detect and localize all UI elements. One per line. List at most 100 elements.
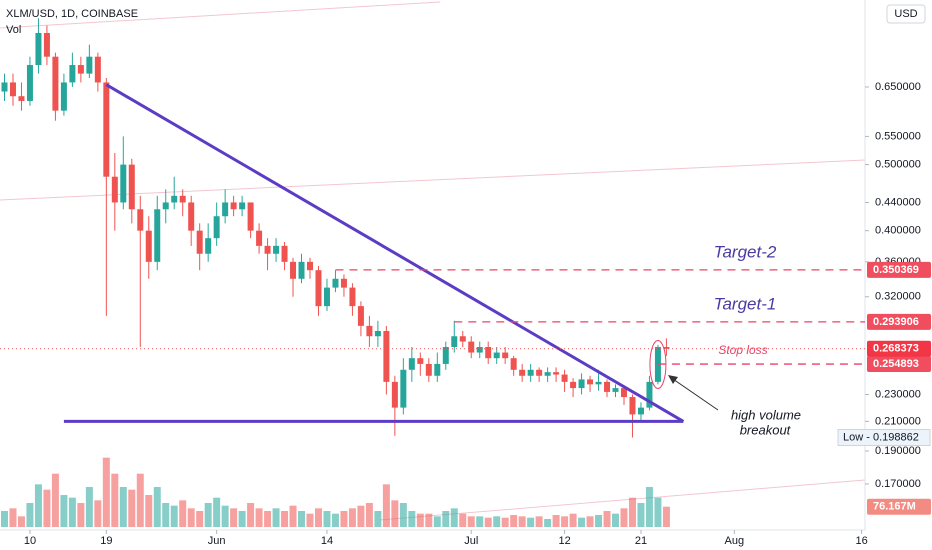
volume-bar <box>459 513 467 527</box>
candle-body <box>340 278 347 288</box>
volume-bar <box>68 497 76 527</box>
volume-bar <box>272 508 280 527</box>
volume-bar <box>136 473 144 527</box>
volume-bar <box>331 513 339 527</box>
annotation-text: breakout <box>740 422 792 437</box>
candle-body <box>179 195 186 203</box>
volume-bar <box>323 511 331 527</box>
candle-body <box>612 388 619 392</box>
volume-bar <box>26 503 34 527</box>
candle-body <box>578 379 585 389</box>
candle-body <box>77 65 84 74</box>
candle-body <box>26 65 33 101</box>
x-tick-label: 14 <box>321 535 333 547</box>
volume-bar <box>298 511 306 527</box>
volume-bar <box>416 513 424 527</box>
candle-body <box>391 381 398 408</box>
candle-body <box>111 176 118 203</box>
trendline <box>105 83 685 423</box>
candle-body <box>519 369 526 376</box>
candle-body <box>1 82 8 92</box>
candle-body <box>587 379 594 385</box>
candle-body <box>561 374 568 382</box>
volume-title: Vol <box>6 24 21 36</box>
volume-bar <box>501 517 509 527</box>
y-tick-label: 0.230000 <box>875 388 921 400</box>
candle-body <box>273 245 280 254</box>
volume-bar <box>17 516 25 527</box>
candle-body <box>604 381 611 392</box>
candle-body <box>629 397 636 415</box>
y-tick-label: 0.400000 <box>875 225 921 237</box>
candle-body <box>137 209 144 231</box>
volume-bar <box>179 500 187 527</box>
candle-body <box>43 33 50 57</box>
low-label-box <box>837 429 931 447</box>
volume-bar <box>484 517 492 527</box>
volume-bar <box>85 487 93 527</box>
candle-body <box>527 369 534 376</box>
price-label-box <box>867 261 931 278</box>
candle-body <box>145 230 152 262</box>
volume-bar <box>612 513 620 527</box>
volume-bar <box>187 508 195 527</box>
volume-bar <box>408 511 416 527</box>
candle-body <box>120 164 127 203</box>
volume-bar <box>213 497 221 527</box>
volume-bar <box>306 513 314 527</box>
candle-body <box>239 202 246 210</box>
volume-bar <box>391 500 399 527</box>
volume-bar <box>637 503 645 527</box>
x-tick-label: Jul <box>464 535 478 547</box>
volume-bar <box>628 497 636 527</box>
y-tick-label: 0.650000 <box>875 81 921 93</box>
volume-bar <box>60 495 68 527</box>
price-label-box <box>867 356 931 373</box>
volume-bar <box>382 484 390 527</box>
x-tick-label: 12 <box>558 535 570 547</box>
candle-body <box>536 369 543 376</box>
volume-label-box <box>867 498 931 515</box>
candle-body <box>544 372 551 376</box>
candle-body <box>196 230 203 254</box>
faint-trendline <box>0 159 866 201</box>
volume-bar <box>204 503 212 527</box>
volume-bar <box>399 503 407 527</box>
candle-body <box>468 341 475 353</box>
candle-body <box>307 261 314 271</box>
y-tick-label: 0.550000 <box>875 130 921 142</box>
annotation-text: high volume <box>731 407 801 422</box>
candle-body <box>298 261 305 279</box>
volume-bar <box>0 511 8 527</box>
volume-bar <box>603 511 611 527</box>
price-label: 0.293906 <box>873 316 919 328</box>
volume-bar <box>255 508 263 527</box>
candle-body <box>646 381 653 408</box>
volume-bar <box>357 505 365 527</box>
price-label: 0.350369 <box>873 264 919 276</box>
currency[interactable]: USD <box>894 8 917 20</box>
volume-bar <box>153 487 161 527</box>
candle-body <box>154 209 161 262</box>
currency-box[interactable] <box>886 4 926 24</box>
candle-body <box>171 195 178 203</box>
candle-body <box>86 56 93 74</box>
volume-bar <box>264 511 272 527</box>
candle-body <box>595 381 602 385</box>
volume-bar <box>145 495 153 527</box>
volume-bar <box>119 487 127 527</box>
volume-bar <box>433 516 441 527</box>
candle-body <box>247 202 254 231</box>
volume-bar <box>43 489 51 527</box>
price-label-box <box>867 313 931 330</box>
candle-body <box>459 336 466 342</box>
candle-body <box>434 363 441 376</box>
y-tick-label: 0.190000 <box>875 445 921 457</box>
last-price-label: 0.268373 <box>873 343 919 355</box>
volume-bar <box>654 497 662 527</box>
candle-body <box>357 306 364 326</box>
candle-body <box>128 164 135 210</box>
faint-trendline <box>379 479 866 521</box>
